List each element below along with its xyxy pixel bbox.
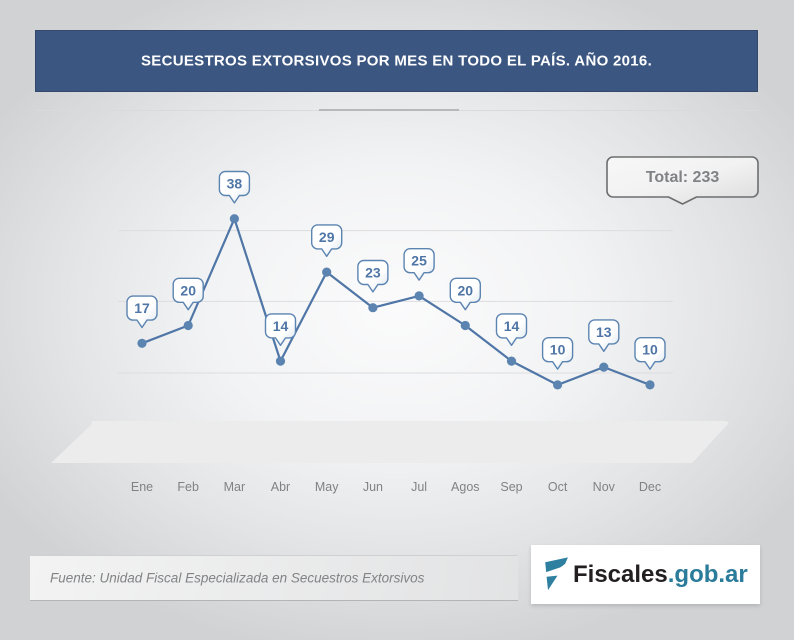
- svg-text:Total: 233: Total: 233: [646, 169, 720, 186]
- svg-text:May: May: [315, 480, 339, 494]
- svg-text:29: 29: [319, 229, 335, 245]
- svg-text:Jul: Jul: [411, 480, 427, 494]
- svg-text:23: 23: [365, 265, 381, 281]
- svg-text:20: 20: [458, 282, 474, 298]
- svg-text:10: 10: [642, 342, 658, 358]
- svg-text:Abr: Abr: [271, 480, 290, 494]
- svg-text:Feb: Feb: [177, 480, 199, 494]
- svg-text:Jun: Jun: [363, 480, 383, 494]
- svg-text:Oct: Oct: [548, 480, 568, 494]
- svg-text:Nov: Nov: [593, 480, 616, 494]
- svg-text:13: 13: [596, 324, 612, 340]
- svg-text:Ene: Ene: [131, 480, 153, 494]
- svg-text:10: 10: [550, 342, 566, 358]
- svg-text:Mar: Mar: [224, 480, 246, 494]
- svg-text:Agos: Agos: [451, 480, 480, 494]
- svg-text:14: 14: [273, 318, 289, 334]
- svg-text:25: 25: [411, 253, 427, 269]
- svg-text:20: 20: [180, 282, 196, 298]
- svg-text:Sep: Sep: [500, 480, 522, 494]
- svg-text:38: 38: [227, 176, 243, 192]
- svg-text:14: 14: [504, 318, 520, 334]
- svg-text:17: 17: [134, 300, 150, 316]
- svg-text:Dec: Dec: [639, 480, 661, 494]
